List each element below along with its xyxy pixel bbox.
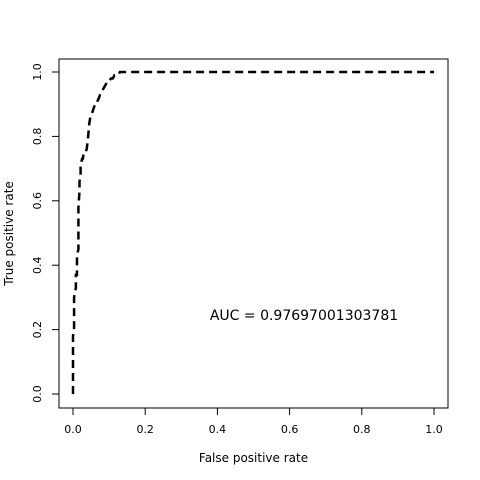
- x-tick-label: 1.0: [425, 423, 443, 436]
- y-tick-label: 0.6: [31, 192, 44, 210]
- y-tick-label: 1.0: [31, 63, 44, 81]
- x-tick-label: 0.6: [281, 423, 299, 436]
- y-tick-label: 0.4: [31, 256, 44, 274]
- x-tick-label: 0.4: [209, 423, 227, 436]
- y-tick-label: 0.8: [31, 128, 44, 146]
- y-tick-label: 0.2: [31, 321, 44, 339]
- y-axis: 0.0 0.2 0.4 0.6 0.8 1.0: [31, 63, 60, 403]
- x-tick-label: 0.0: [64, 423, 82, 436]
- x-axis-label: False positive rate: [199, 451, 308, 465]
- auc-annotation: AUC = 0.97697001303781: [210, 308, 398, 324]
- x-tick-label: 0.8: [353, 423, 371, 436]
- y-axis-label: True positive rate: [2, 181, 16, 287]
- roc-curve: [71, 70, 434, 394]
- x-tick-label: 0.2: [136, 423, 154, 436]
- plot-frame: [58, 58, 449, 409]
- y-tick-label: 0.0: [31, 385, 44, 403]
- x-axis: 0.0 0.2 0.4 0.6 0.8 1.0: [64, 407, 443, 436]
